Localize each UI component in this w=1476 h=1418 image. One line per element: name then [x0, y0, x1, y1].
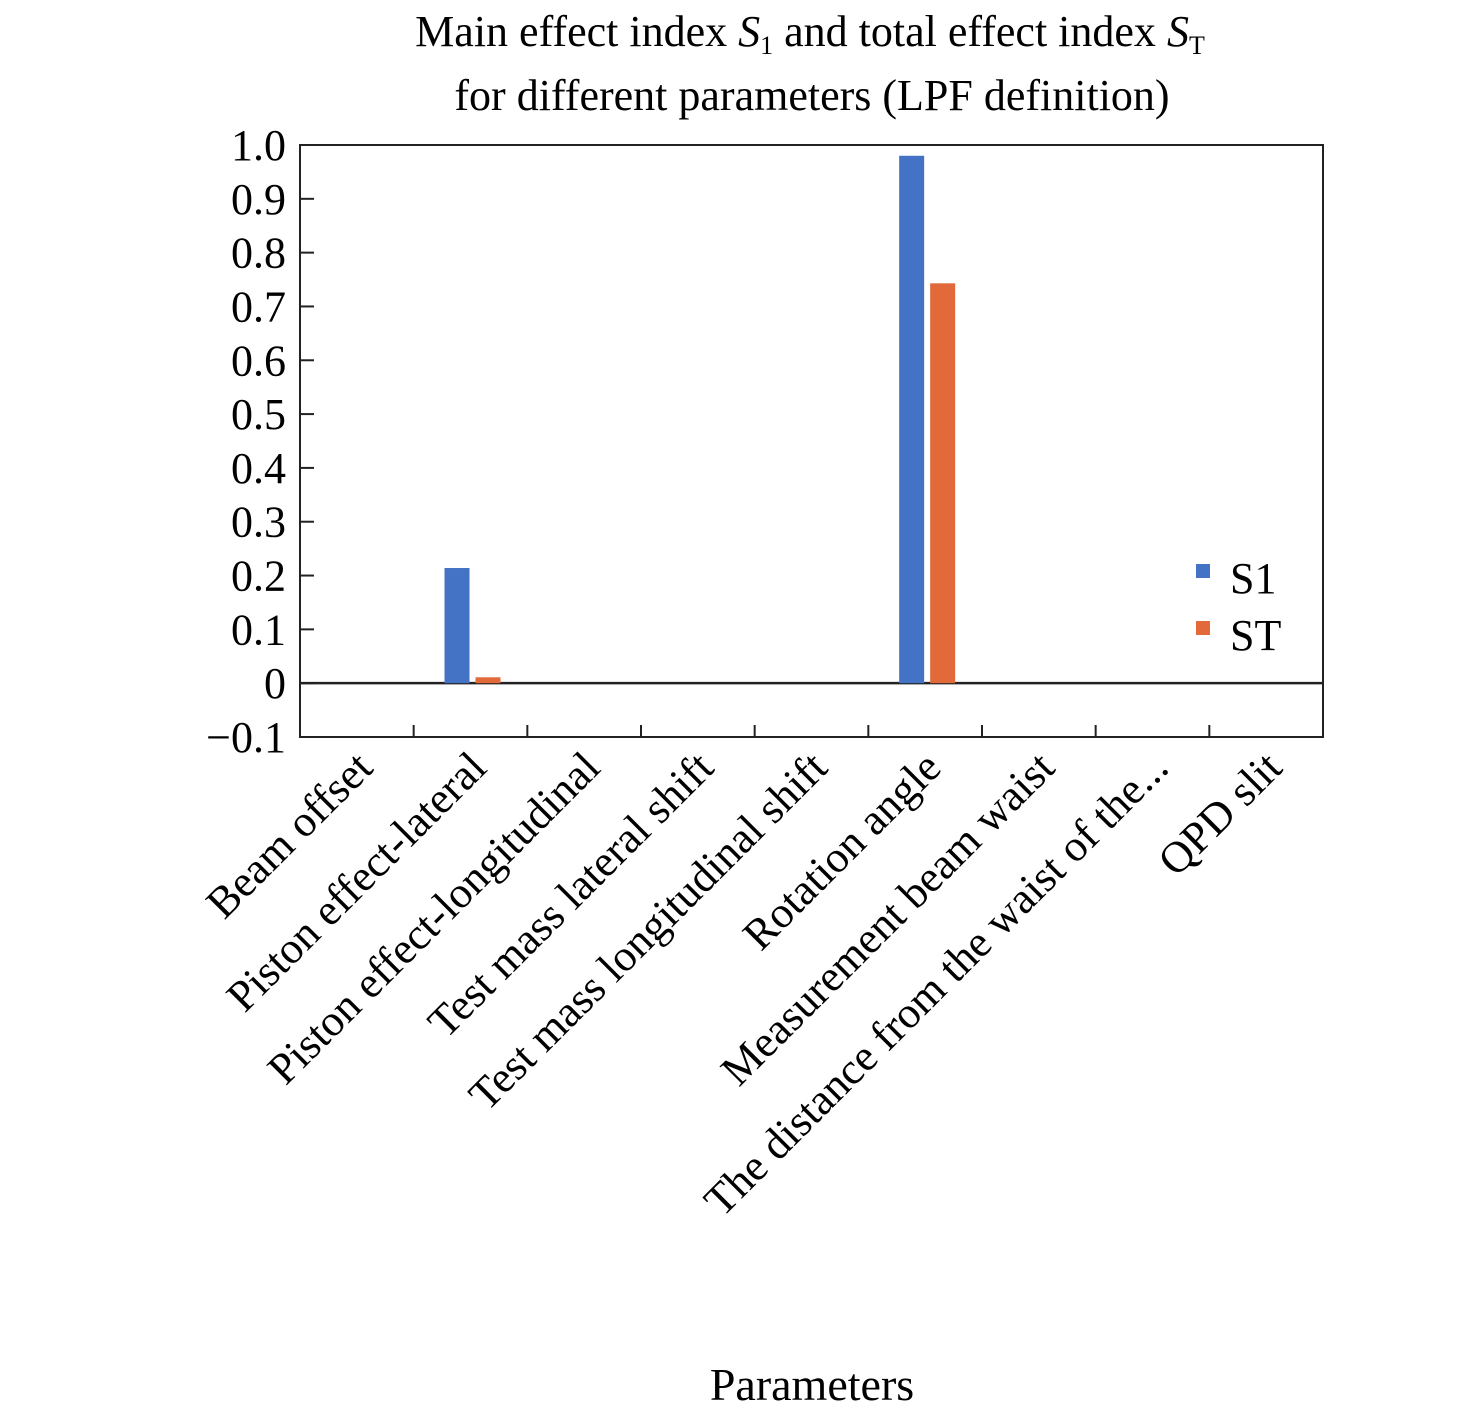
y-tick-label: 0.3 [231, 498, 286, 547]
plot-frame [299, 144, 1324, 738]
title-subscript: 1 [760, 31, 773, 60]
y-tick-label: 0.8 [231, 229, 286, 278]
legend-label: ST [1230, 611, 1281, 660]
chart-title-line1: Main effect index S1 and total effect in… [415, 7, 1205, 60]
y-tick-label: 0.2 [231, 552, 286, 601]
title-symbol: S [738, 7, 760, 56]
title-symbol: S [1167, 7, 1189, 56]
x-axis-label: Parameters [710, 1359, 914, 1410]
y-tick-label: 0.9 [231, 175, 286, 224]
legend-label: S1 [1230, 554, 1276, 603]
y-tick-label: 0.5 [231, 390, 286, 439]
y-tick-label: 0.6 [231, 336, 286, 385]
y-tick-label: 0.4 [231, 444, 286, 493]
title-part: and total effect index [773, 7, 1167, 56]
x-tick-label: Rotation angle [733, 742, 950, 959]
bar-st [930, 283, 956, 684]
bar-s1 [444, 568, 470, 684]
y-tick-label: 0 [264, 659, 286, 708]
legend-swatch-st [1196, 621, 1210, 635]
bar-s1 [899, 155, 925, 684]
y-tick-label: 1.0 [231, 121, 286, 170]
y-tick-label: −0.1 [206, 713, 286, 762]
legend-swatch-s1 [1196, 564, 1210, 578]
title-part: Main effect index [415, 7, 738, 56]
bar-st [475, 677, 501, 684]
y-tick-label: 0.1 [231, 605, 286, 654]
title-subscript: T [1189, 31, 1205, 60]
chart-title-line2: for different parameters (LPF definition… [454, 71, 1169, 120]
x-tick-label: QPD slit [1149, 742, 1292, 885]
y-tick-label: 0.7 [231, 282, 286, 331]
